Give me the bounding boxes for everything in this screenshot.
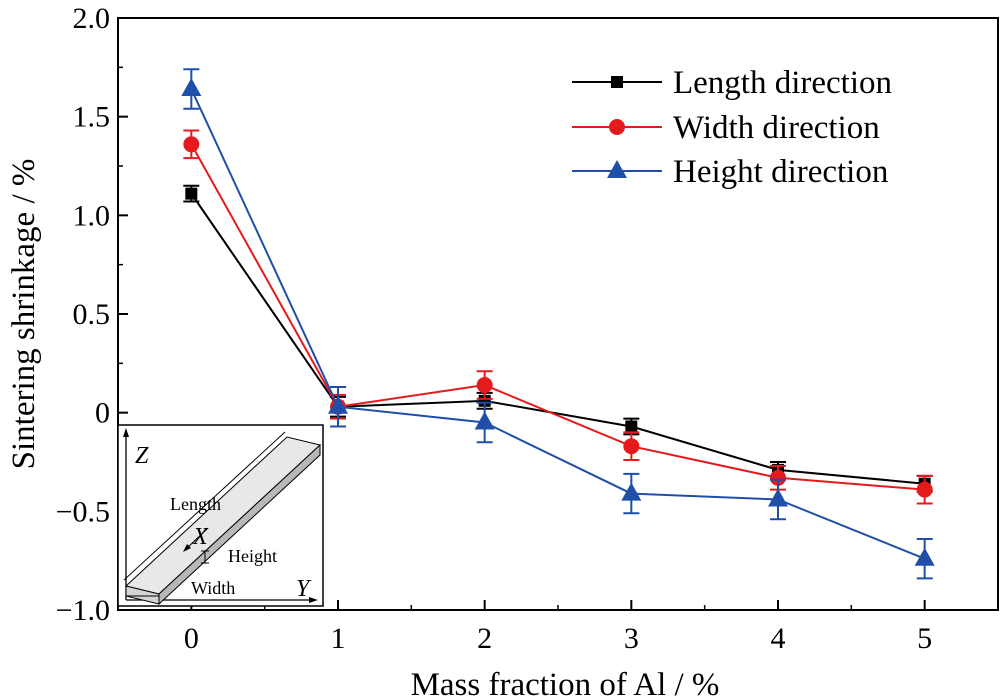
data-point-triangle	[181, 78, 202, 97]
data-point-circle	[770, 469, 786, 486]
data-point-triangle	[621, 482, 642, 501]
y-tick-label: −1.0	[56, 594, 110, 627]
inset-width-label: Width	[191, 578, 235, 598]
legend-label-height: Height direction	[673, 154, 888, 190]
inset-length-dimension	[123, 431, 286, 581]
x-tick-label: 3	[624, 622, 639, 655]
data-point-circle	[916, 481, 933, 498]
y-tick-label: 2.0	[73, 2, 111, 35]
y-tick-label: −0.5	[56, 495, 110, 528]
inset-bar-front	[125, 585, 160, 605]
data-point-triangle	[328, 395, 348, 414]
x-tick-label: 2	[477, 622, 492, 655]
data-point-circle	[476, 377, 493, 394]
inset-y-arrow-icon	[309, 597, 318, 603]
data-point-square	[625, 420, 638, 433]
legend-label-width: Width direction	[673, 110, 880, 146]
axes-layer: −1.0 −0.5 0 0.5 1.0 1.5 2.0 0 1 2 3 4 5	[56, 2, 999, 655]
y-tick-label: 0.5	[73, 298, 111, 331]
legend-marker-circle-icon	[609, 119, 625, 135]
series-line	[190, 193, 925, 485]
inset-x-axis	[185, 527, 209, 550]
x-axis-title: Mass fraction of Al / %	[411, 667, 720, 698]
data-point-triangle	[914, 547, 935, 566]
y-tick-label: 0	[95, 397, 110, 430]
inset-height-label: Height	[228, 546, 277, 566]
inset-length-label: Length	[170, 494, 221, 514]
x-tick-label: 5	[917, 622, 932, 655]
inset-x-arrow-icon	[183, 544, 191, 552]
y-tick-label: 1.5	[73, 101, 111, 134]
inset-z-arrow-icon	[123, 428, 129, 437]
data-point-circle	[183, 136, 200, 153]
x-tick-label: 1	[331, 622, 346, 655]
legend: Length direction Width direction Height …	[572, 65, 892, 190]
data-point-square	[185, 187, 198, 200]
y-tick-label: 1.0	[73, 199, 111, 232]
x-tick-label: 4	[771, 622, 786, 655]
legend-marker-triangle-icon	[607, 160, 627, 178]
inset-diagram: Z Y Length X Height Width	[117, 424, 324, 607]
inset-x-label: X	[192, 524, 209, 550]
x-tick-label: 0	[184, 622, 199, 655]
legend-marker-square-icon	[611, 76, 623, 88]
data-point-circle	[623, 438, 640, 455]
series-line	[190, 88, 926, 560]
data-point-square	[478, 394, 491, 407]
inset-z-label: Z	[135, 443, 149, 469]
data-point-triangle	[768, 488, 788, 507]
data-point-triangle	[474, 411, 495, 430]
inset-y-label: Y	[296, 576, 312, 602]
series-layer	[181, 68, 935, 580]
y-axis-title: Sintering shrinkage / %	[6, 159, 42, 470]
series-triangle	[181, 68, 935, 580]
legend-label-length: Length direction	[673, 65, 892, 101]
series-line	[190, 143, 925, 491]
